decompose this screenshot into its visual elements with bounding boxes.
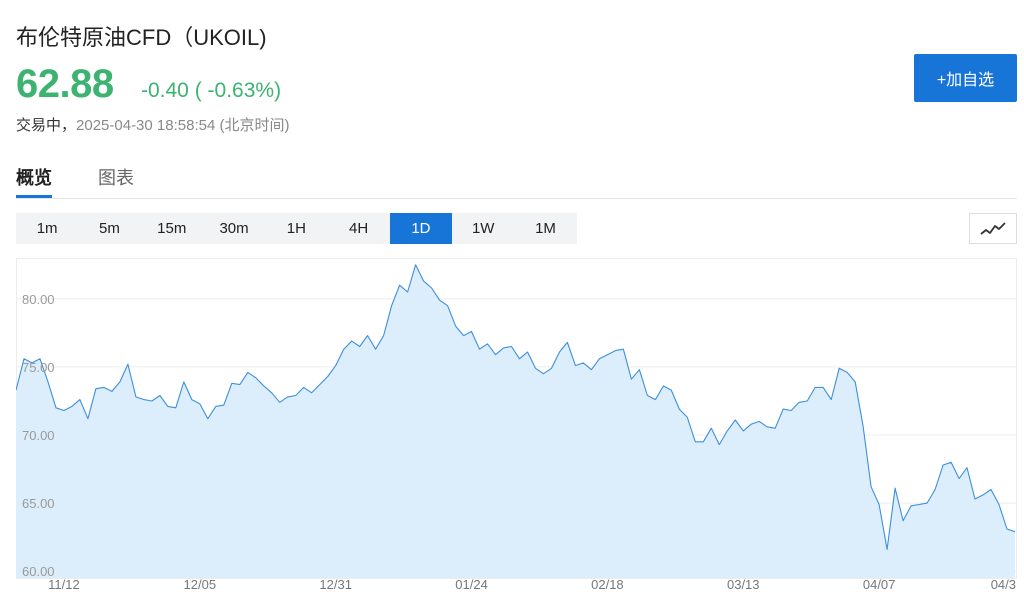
price-change: -0.40 ( -0.63%): [141, 79, 282, 102]
tab-chart[interactable]: 图表: [98, 168, 134, 188]
active-tab-indicator: [16, 195, 52, 198]
period-1m[interactable]: 1m: [36, 220, 58, 237]
tab-overview[interactable]: 概览: [16, 168, 52, 188]
y-tick-label: 80.00: [22, 292, 55, 307]
period-1mo[interactable]: 1M: [535, 220, 556, 237]
x-tick-label: 04/07: [863, 577, 896, 592]
period-selector: 1m 5m 15m 30m 1H 4H 1D 1W 1M: [16, 213, 577, 244]
price-chart[interactable]: 80.00 75.00 70.00 65.00 60.00 11/12 12/05 12/31…: [15, 258, 1017, 602]
chart-type-button[interactable]: [969, 213, 1017, 244]
x-tick-label: 04/3: [991, 577, 1016, 592]
line-chart-icon: [980, 221, 1006, 235]
y-tick-label: 70.00: [22, 428, 55, 443]
price-line: [15, 264, 1016, 550]
x-tick-label: 03/13: [727, 577, 760, 592]
period-4h[interactable]: 4H: [349, 220, 369, 237]
x-tick-label: 12/05: [184, 577, 217, 592]
x-tick-label: 02/18: [591, 577, 624, 592]
x-tick-label: 11/12: [48, 577, 80, 592]
last-price: 62.88: [16, 62, 114, 106]
period-1d[interactable]: 1D: [389, 213, 453, 244]
y-tick-label: 60.00: [22, 564, 55, 579]
period-5m[interactable]: 5m: [99, 220, 120, 237]
period-30m[interactable]: 30m: [219, 220, 249, 237]
period-1w[interactable]: 1W: [471, 220, 495, 237]
x-tick-label: 01/24: [455, 577, 488, 592]
price-area: [16, 264, 1015, 578]
timestamp: 2025-04-30 18:58:54: [76, 117, 216, 134]
x-tick-label: 12/31: [319, 577, 352, 592]
instrument-title: 布伦特原油CFD（UKOIL): [16, 25, 267, 50]
y-tick-label: 65.00: [22, 496, 55, 511]
period-1h[interactable]: 1H: [286, 220, 306, 237]
status-row: 交易中，2025-04-30 18:58:54 (北京时间): [16, 114, 289, 135]
tab-bar: 概览 图表: [16, 160, 1017, 199]
add-watchlist-button[interactable]: +加自选: [914, 54, 1017, 102]
y-tick-label: 75.00: [22, 360, 55, 375]
timezone-label: (北京时间): [219, 117, 290, 134]
trading-status: 交易中，: [16, 117, 77, 134]
period-15m[interactable]: 15m: [157, 220, 187, 237]
